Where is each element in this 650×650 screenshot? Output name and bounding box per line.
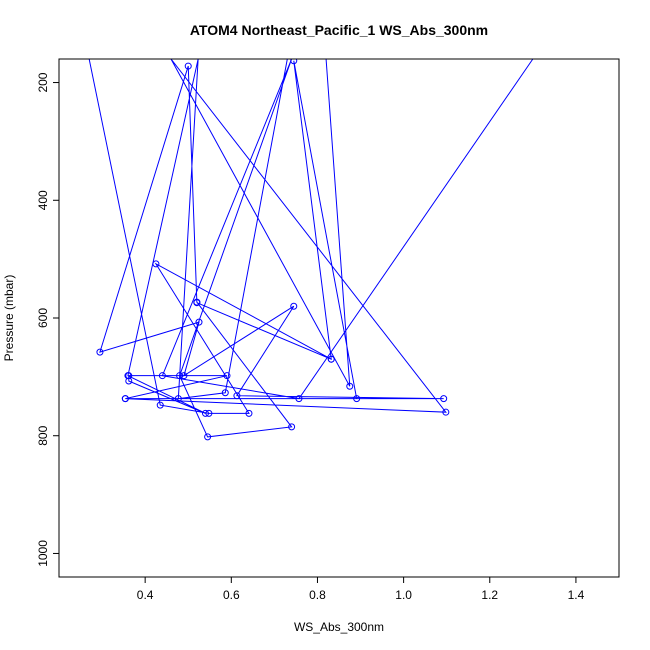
data-point — [290, 302, 298, 310]
data-point — [174, 395, 182, 403]
data-point — [96, 348, 104, 356]
data-point — [353, 395, 361, 403]
x-tick-label: 1.2 — [481, 588, 498, 602]
data-point — [124, 372, 132, 380]
data-point — [195, 318, 203, 326]
x-tick-label: 1.0 — [395, 588, 412, 602]
data-point — [201, 409, 209, 417]
data-point — [193, 298, 201, 306]
y-tick-label: 200 — [36, 72, 50, 92]
x-axis: 0.4 0.6 0.8 1.0 1.2 1.4 — [137, 577, 585, 602]
data-point — [152, 260, 160, 268]
y-tick-label: 800 — [36, 425, 50, 445]
plot-frame — [58, 58, 620, 578]
x-tick-label: 0.6 — [223, 588, 240, 602]
data-point — [180, 372, 188, 380]
series-line — [88, 59, 534, 438]
data-point — [156, 401, 164, 409]
data-point — [184, 62, 192, 70]
data-point — [223, 372, 231, 380]
y-axis-label: Pressure (mbar) — [2, 275, 16, 362]
series-group — [88, 59, 534, 441]
data-point — [125, 377, 133, 385]
x-tick-label: 1.4 — [568, 588, 585, 602]
data-point — [290, 59, 298, 65]
data-point — [233, 392, 241, 400]
y-tick-label: 400 — [36, 190, 50, 210]
chart-title: ATOM4 Northeast_Pacific_1 WS_Abs_300nm — [190, 22, 488, 38]
data-point — [288, 423, 296, 431]
data-point — [295, 395, 303, 403]
x-tick-label: 0.8 — [309, 588, 326, 602]
data-point — [121, 395, 129, 403]
y-tick-label: 1000 — [36, 540, 50, 567]
y-axis: 200 400 600 800 1000 — [36, 72, 59, 567]
data-point — [245, 409, 253, 417]
data-point — [327, 355, 335, 363]
x-axis-label: WS_Abs_300nm — [294, 620, 384, 634]
y-tick-label: 600 — [36, 308, 50, 328]
data-point — [440, 395, 448, 403]
data-point — [442, 408, 450, 416]
data-point — [221, 389, 229, 397]
x-tick-label: 0.4 — [137, 588, 154, 602]
data-point — [346, 382, 354, 390]
data-point — [158, 372, 166, 380]
data-point — [176, 372, 184, 380]
data-point — [205, 409, 213, 417]
data-point — [204, 433, 212, 441]
plot-area — [58, 58, 620, 578]
